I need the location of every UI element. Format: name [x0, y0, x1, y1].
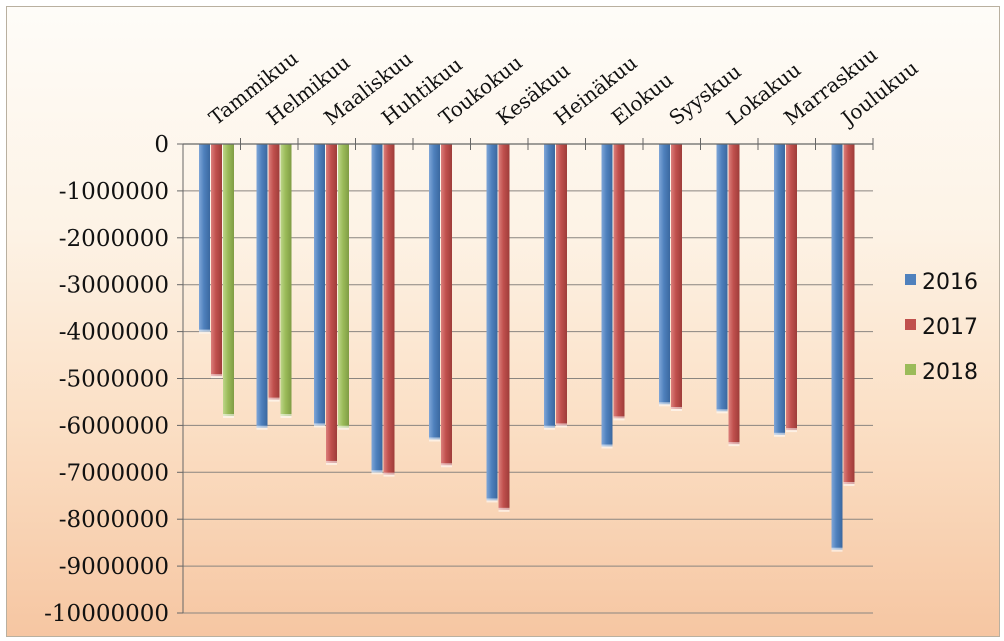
bar-2018-3 — [338, 144, 349, 428]
bar-cap — [831, 547, 843, 552]
y-tick-label: -2000000 — [59, 226, 169, 252]
bar-cap — [256, 425, 268, 430]
y-tick-label: -5000000 — [59, 367, 169, 393]
bar-cap — [556, 423, 567, 428]
legend-swatch-2017 — [905, 319, 916, 330]
bar-cap — [280, 414, 292, 419]
bar-2017-6 — [498, 144, 510, 510]
bar-cap — [429, 437, 440, 442]
bar-cap — [371, 470, 383, 475]
bar-cap — [671, 406, 682, 411]
bar-2016-11 — [774, 144, 785, 435]
bar-cap — [728, 442, 740, 447]
bar-2017-12 — [843, 144, 855, 485]
bar-2017-10 — [728, 144, 740, 445]
bar-cap — [441, 463, 452, 468]
bar-2017-2 — [268, 144, 280, 400]
y-tick-label: -10000000 — [44, 601, 169, 627]
bar-cap — [786, 428, 797, 433]
bar-cap — [314, 423, 325, 428]
legend-label-2016: 2016 — [922, 270, 978, 295]
bar-2016-12 — [831, 144, 843, 550]
y-tick-label: -9000000 — [59, 554, 169, 580]
bars — [199, 144, 855, 552]
legend-label-2017: 2017 — [922, 315, 978, 340]
bar-cap — [613, 416, 625, 421]
bar-2016-8 — [601, 144, 613, 447]
y-tick-label: -7000000 — [59, 460, 169, 486]
bar-cap — [268, 397, 280, 402]
bar-2016-9 — [659, 144, 670, 405]
bar-2016-4 — [371, 144, 383, 473]
legend-label-2018: 2018 — [922, 360, 978, 385]
y-tick-label: -3000000 — [59, 273, 169, 299]
bar-cap — [211, 374, 222, 379]
bar-2016-2 — [256, 144, 268, 428]
legend-swatch-2018 — [905, 364, 916, 375]
y-tick-label: 0 — [154, 132, 169, 158]
y-tick-label: -8000000 — [59, 507, 169, 533]
bar-2017-4 — [383, 144, 395, 475]
bar-2017-7 — [556, 144, 567, 426]
y-tick-label: -4000000 — [59, 320, 169, 346]
bar-2018-1 — [223, 144, 234, 417]
bar-cap — [383, 472, 395, 477]
y-tick-label: -6000000 — [59, 413, 169, 439]
bar-cap — [774, 432, 785, 437]
bar-2017-9 — [671, 144, 682, 409]
legend: 2016 2017 2018 — [905, 270, 978, 385]
bar-2016-10 — [716, 144, 728, 412]
bar-2017-11 — [786, 144, 797, 431]
bar-cap — [199, 329, 210, 334]
bar-2017-3 — [326, 144, 337, 463]
chart-frame: 0 -1000000 -2000000 -3000000 -4000000 -500000… — [6, 6, 1000, 637]
bar-cap — [659, 402, 670, 407]
bar-2016-5 — [429, 144, 440, 440]
bar-cap — [843, 482, 855, 487]
bar-2017-5 — [441, 144, 452, 466]
y-tick-label: -1000000 — [59, 179, 169, 205]
bar-2017-8 — [613, 144, 625, 419]
bar-2016-6 — [486, 144, 498, 501]
bar-2016-3 — [314, 144, 325, 426]
bar-chart: 0 -1000000 -2000000 -3000000 -4000000 -500000… — [44, 42, 978, 627]
bar-cap — [601, 444, 613, 449]
legend-swatch-2016 — [905, 274, 916, 285]
bar-cap — [544, 425, 555, 430]
y-tick-labels: 0 -1000000 -2000000 -3000000 -4000000 -500000… — [44, 132, 169, 627]
category-labels: TammikuuHelmikuuMaaliskuuHuhtikuuToukoku… — [204, 42, 922, 131]
bar-2018-2 — [280, 144, 292, 417]
bar-cap — [498, 507, 510, 512]
bar-2016-7 — [544, 144, 555, 428]
bar-cap — [326, 460, 337, 465]
bar-2016-1 — [199, 144, 210, 332]
bar-cap — [716, 409, 728, 414]
bar-cap — [223, 414, 234, 419]
bar-2017-1 — [211, 144, 222, 377]
bar-cap — [338, 425, 349, 430]
axes — [177, 138, 874, 614]
bar-cap — [486, 498, 498, 503]
gridlines — [183, 190, 873, 614]
